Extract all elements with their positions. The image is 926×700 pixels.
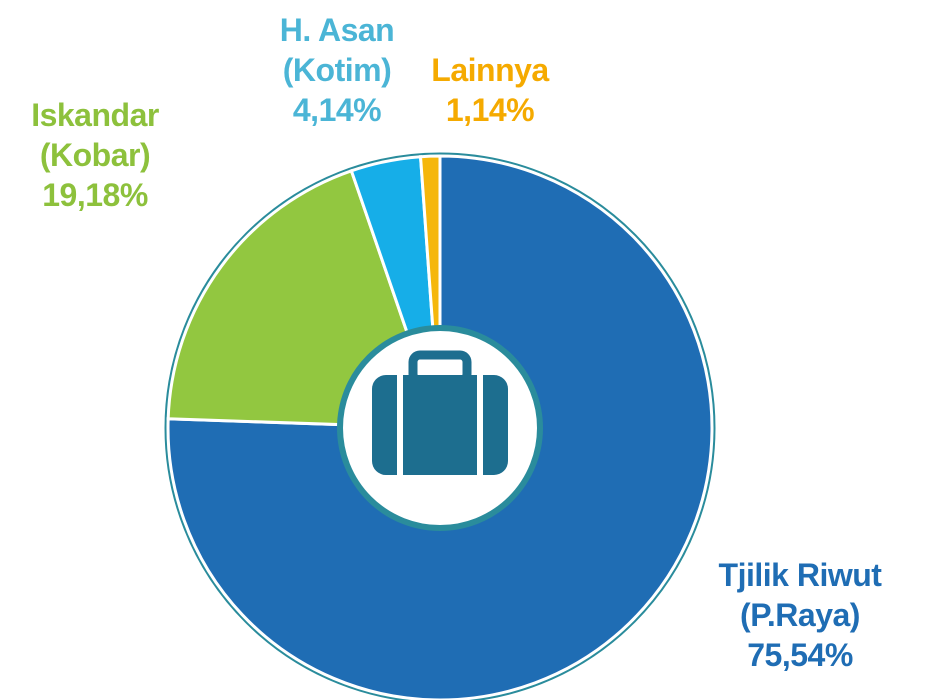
value-label: 19,18%	[42, 177, 148, 213]
value-label: 4,14%	[292, 92, 382, 128]
slice-label: H. Asan (Kotim)	[279, 12, 395, 88]
slice-label: Tjilik Riwut (P.Raya)	[718, 557, 882, 633]
suitcase-icon	[372, 350, 508, 475]
value-label: 75,54%	[747, 637, 853, 673]
value-label: 1,14%	[445, 92, 535, 128]
slice-label: Iskandar (Kobar)	[31, 97, 159, 173]
slice-label: Lainnya	[431, 52, 549, 88]
